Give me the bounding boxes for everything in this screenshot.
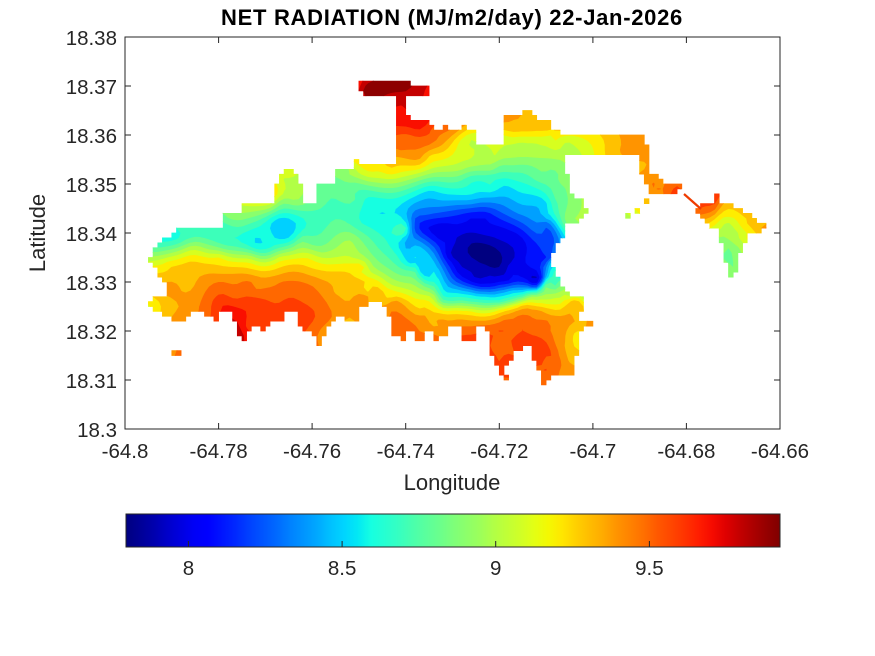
svg-text:-64.78: -64.78 xyxy=(190,440,248,463)
svg-text:-64.68: -64.68 xyxy=(657,440,715,463)
svg-text:18.37: 18.37 xyxy=(66,76,117,99)
svg-text:18.32: 18.32 xyxy=(66,321,117,344)
svg-text:-64.72: -64.72 xyxy=(470,440,528,463)
svg-text:18.38: 18.38 xyxy=(66,27,117,50)
svg-text:18.33: 18.33 xyxy=(66,272,117,295)
svg-text:18.31: 18.31 xyxy=(66,370,117,393)
svg-text:18.34: 18.34 xyxy=(66,223,117,246)
svg-text:Latitude: Latitude xyxy=(25,194,50,272)
svg-text:NET RADIATION (MJ/m2/day) 22-J: NET RADIATION (MJ/m2/day) 22-Jan-2026 xyxy=(221,5,683,30)
svg-text:Longitude: Longitude xyxy=(404,470,501,495)
svg-text:-64.7: -64.7 xyxy=(570,440,617,463)
svg-text:8.5: 8.5 xyxy=(328,557,357,580)
svg-text:-64.66: -64.66 xyxy=(751,440,809,463)
svg-text:18.35: 18.35 xyxy=(66,174,117,197)
svg-text:-64.74: -64.74 xyxy=(377,440,435,463)
svg-text:-64.8: -64.8 xyxy=(102,440,149,463)
svg-text:9.5: 9.5 xyxy=(635,557,664,580)
svg-text:18.36: 18.36 xyxy=(66,125,117,148)
svg-text:-64.76: -64.76 xyxy=(283,440,341,463)
svg-text:8: 8 xyxy=(183,557,194,580)
svg-text:9: 9 xyxy=(490,557,501,580)
svg-text:18.3: 18.3 xyxy=(77,419,117,442)
